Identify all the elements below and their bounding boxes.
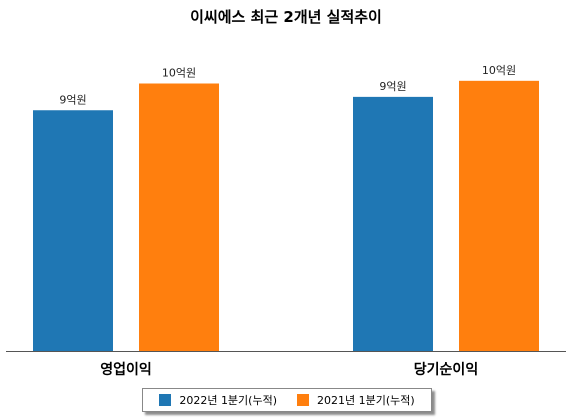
data-label-1-2: 9억원 [379,80,406,93]
legend-swatch-series-2 [297,394,309,406]
legend-item-series-2: 2021년 1분기(누적) [297,392,415,408]
legend-label-series-1: 2022년 1분기(누적) [179,394,277,407]
chart-title: 이씨에스 최근 2개년 실적추이 [190,8,382,26]
bar-1-1 [33,110,113,351]
data-label-2-1: 10억원 [162,67,196,80]
category-label-2: 당기순이익 [414,361,478,378]
legend: 2022년 1분기(누적) 2021년 1분기(누적) [142,388,432,412]
bar-2-1 [139,83,219,351]
legend-label-series-2: 2021년 1분기(누적) [317,394,415,407]
bar-1-2 [353,96,433,351]
data-label-2-2: 10억원 [482,64,516,77]
bar-2-2 [459,80,539,351]
data-label-1-1: 9억원 [59,93,86,106]
legend-swatch-series-1 [159,394,172,406]
legend-item-series-1: 2022년 1분기(누적) [159,392,277,408]
category-label-1: 영업이익 [100,361,152,378]
